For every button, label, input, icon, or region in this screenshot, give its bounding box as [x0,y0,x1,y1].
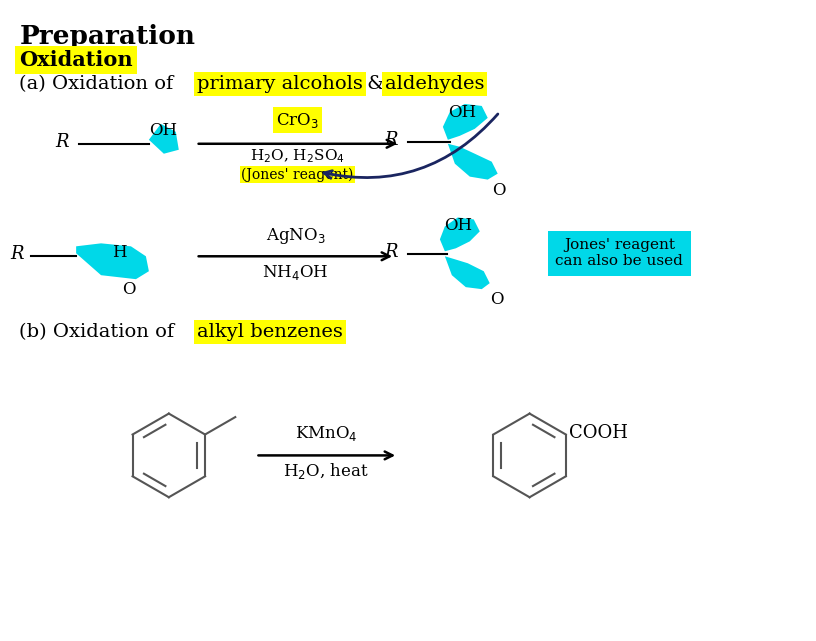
Text: Preparation: Preparation [20,24,195,49]
Polygon shape [448,144,498,179]
Text: OH: OH [149,122,177,139]
Text: R: R [384,131,398,149]
Polygon shape [440,217,480,251]
Text: aldehydes: aldehydes [385,75,485,93]
Polygon shape [443,104,488,140]
Text: OH: OH [448,104,476,121]
Polygon shape [445,256,490,289]
Text: H$_2$O, H$_2$SO$_4$: H$_2$O, H$_2$SO$_4$ [250,148,345,165]
Text: (a) Oxidation of: (a) Oxidation of [20,75,180,93]
Text: O: O [122,281,135,298]
Text: O: O [492,181,505,199]
Text: KMnO$_4$: KMnO$_4$ [295,424,357,444]
Text: R: R [55,133,69,151]
Text: NH$_4$OH: NH$_4$OH [262,263,329,282]
Text: primary alcohols: primary alcohols [197,75,362,93]
FancyArrowPatch shape [324,114,498,178]
Polygon shape [149,124,179,154]
Text: COOH: COOH [569,424,628,442]
Text: alkyl benzenes: alkyl benzenes [197,323,343,341]
Text: AgNO$_3$: AgNO$_3$ [265,226,325,246]
Text: R: R [10,246,24,263]
Text: CrO$_3$: CrO$_3$ [276,111,319,130]
Text: (b) Oxidation of: (b) Oxidation of [20,323,180,341]
Text: (Jones' reagent): (Jones' reagent) [242,168,353,182]
Text: Jones' reagent
can also be used: Jones' reagent can also be used [556,238,683,269]
Text: R: R [384,244,398,262]
Polygon shape [76,244,149,279]
Text: Oxidation: Oxidation [20,50,133,70]
Text: OH: OH [444,217,472,235]
Text: H$_2$O, heat: H$_2$O, heat [283,462,369,481]
Text: &: & [361,75,391,93]
Text: H: H [112,244,126,262]
Text: O: O [490,291,503,308]
